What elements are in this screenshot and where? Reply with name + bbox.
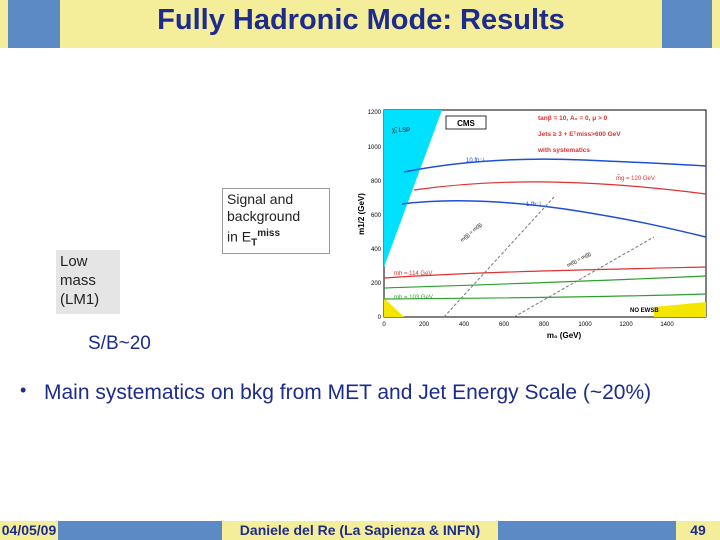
curve-mh103 [383, 293, 707, 300]
low-mass-callout: Low mass (LM1) [56, 250, 120, 314]
ytick-600: 600 [371, 213, 382, 219]
xtick-800: 800 [539, 322, 550, 328]
footer-author: Daniele del Re (La Sapienza & INFN) [222, 521, 498, 540]
xtick-600: 600 [499, 322, 510, 328]
signal-line-3: in ETmiss [227, 225, 325, 251]
lumi-10-label: 10 fb⁻¹ [466, 158, 485, 164]
no-ewsb-left-region [384, 298, 404, 317]
signal-line-3-sup: miss [257, 228, 281, 239]
mh103-label: mh = 103 GeV [394, 295, 433, 301]
title-panel [60, 0, 662, 48]
ytick-800: 800 [371, 179, 382, 185]
signal-line-3-sub: T [251, 237, 258, 249]
cms-box [445, 115, 487, 130]
diag-line-2 [513, 236, 655, 318]
signal-line-2: background [227, 208, 301, 224]
signal-line-1: Signal and [227, 191, 294, 207]
no-ewsb-label: NO EWSB [630, 308, 659, 314]
signal-line-3-text: in E [227, 228, 252, 245]
sb-ratio-text: S/B~20 [88, 333, 151, 354]
curve-mg120 [413, 181, 707, 195]
low-mass-line-1: Low [60, 253, 88, 270]
title-right-strip [712, 0, 720, 48]
slide-title: Fully Hadronic Mode: Results [157, 4, 565, 36]
ytick-200: 200 [371, 281, 382, 287]
mh114-label: mh = 114 GeV [394, 271, 432, 277]
bullet-dot: • [20, 380, 27, 400]
low-mass-line-3: (LM1) [60, 291, 100, 308]
curve-mh114 [383, 266, 707, 279]
lsp-label: χ̃₁ LSP [392, 128, 410, 134]
xtick-1400: 1400 [660, 322, 674, 328]
no-ewsb-region [654, 302, 706, 317]
low-mass-line-2: mass [60, 272, 96, 289]
xtick-0: 0 [382, 322, 386, 328]
x-axis-title: m₀ (GeV) [547, 331, 582, 340]
ytick-1200: 1200 [368, 110, 382, 116]
cms-label: CMS [457, 119, 475, 128]
bullet-text-content: Main systematics on bkg from MET and Jet… [44, 381, 652, 404]
ytick-1000: 1000 [368, 145, 382, 151]
xtick-400: 400 [459, 322, 470, 328]
curve-10fb [403, 158, 707, 173]
xtick-200: 200 [419, 322, 430, 328]
params-line-3: with systematics [537, 147, 590, 154]
diag-line-1 [443, 196, 555, 318]
ytick-0: 0 [378, 315, 382, 321]
footer-date: 04/05/09 [0, 521, 58, 540]
ytick-400: 400 [371, 247, 382, 253]
params-line-1: tanβ = 10, A₀ = 0, μ > 0 [538, 115, 608, 122]
signal-background-callout: Signal and background in ETmiss [222, 188, 330, 254]
lumi-1-label: 1 fb⁻¹ [526, 202, 541, 208]
mg-label: m̃g = 120 GeV [616, 175, 655, 182]
y-axis-title: m1/2 (GeV) [357, 193, 366, 235]
curve-green-1 [383, 275, 707, 289]
cms-reach-plot: 0 200 400 600 800 1000 1200 1400 0 200 4… [354, 102, 712, 344]
params-line-2: Jets ≥ 3 + Eᵀmiss>600 GeV [538, 131, 621, 138]
xtick-1200: 1200 [619, 322, 633, 328]
curve-1fb [401, 200, 707, 238]
footer-page-number: 49 [676, 521, 720, 540]
lsp-region [384, 110, 442, 267]
bullet-text: Main systematics on bkg from MET and Jet… [18, 378, 698, 408]
title-left-strip [0, 0, 8, 48]
xtick-1000: 1000 [578, 322, 592, 328]
